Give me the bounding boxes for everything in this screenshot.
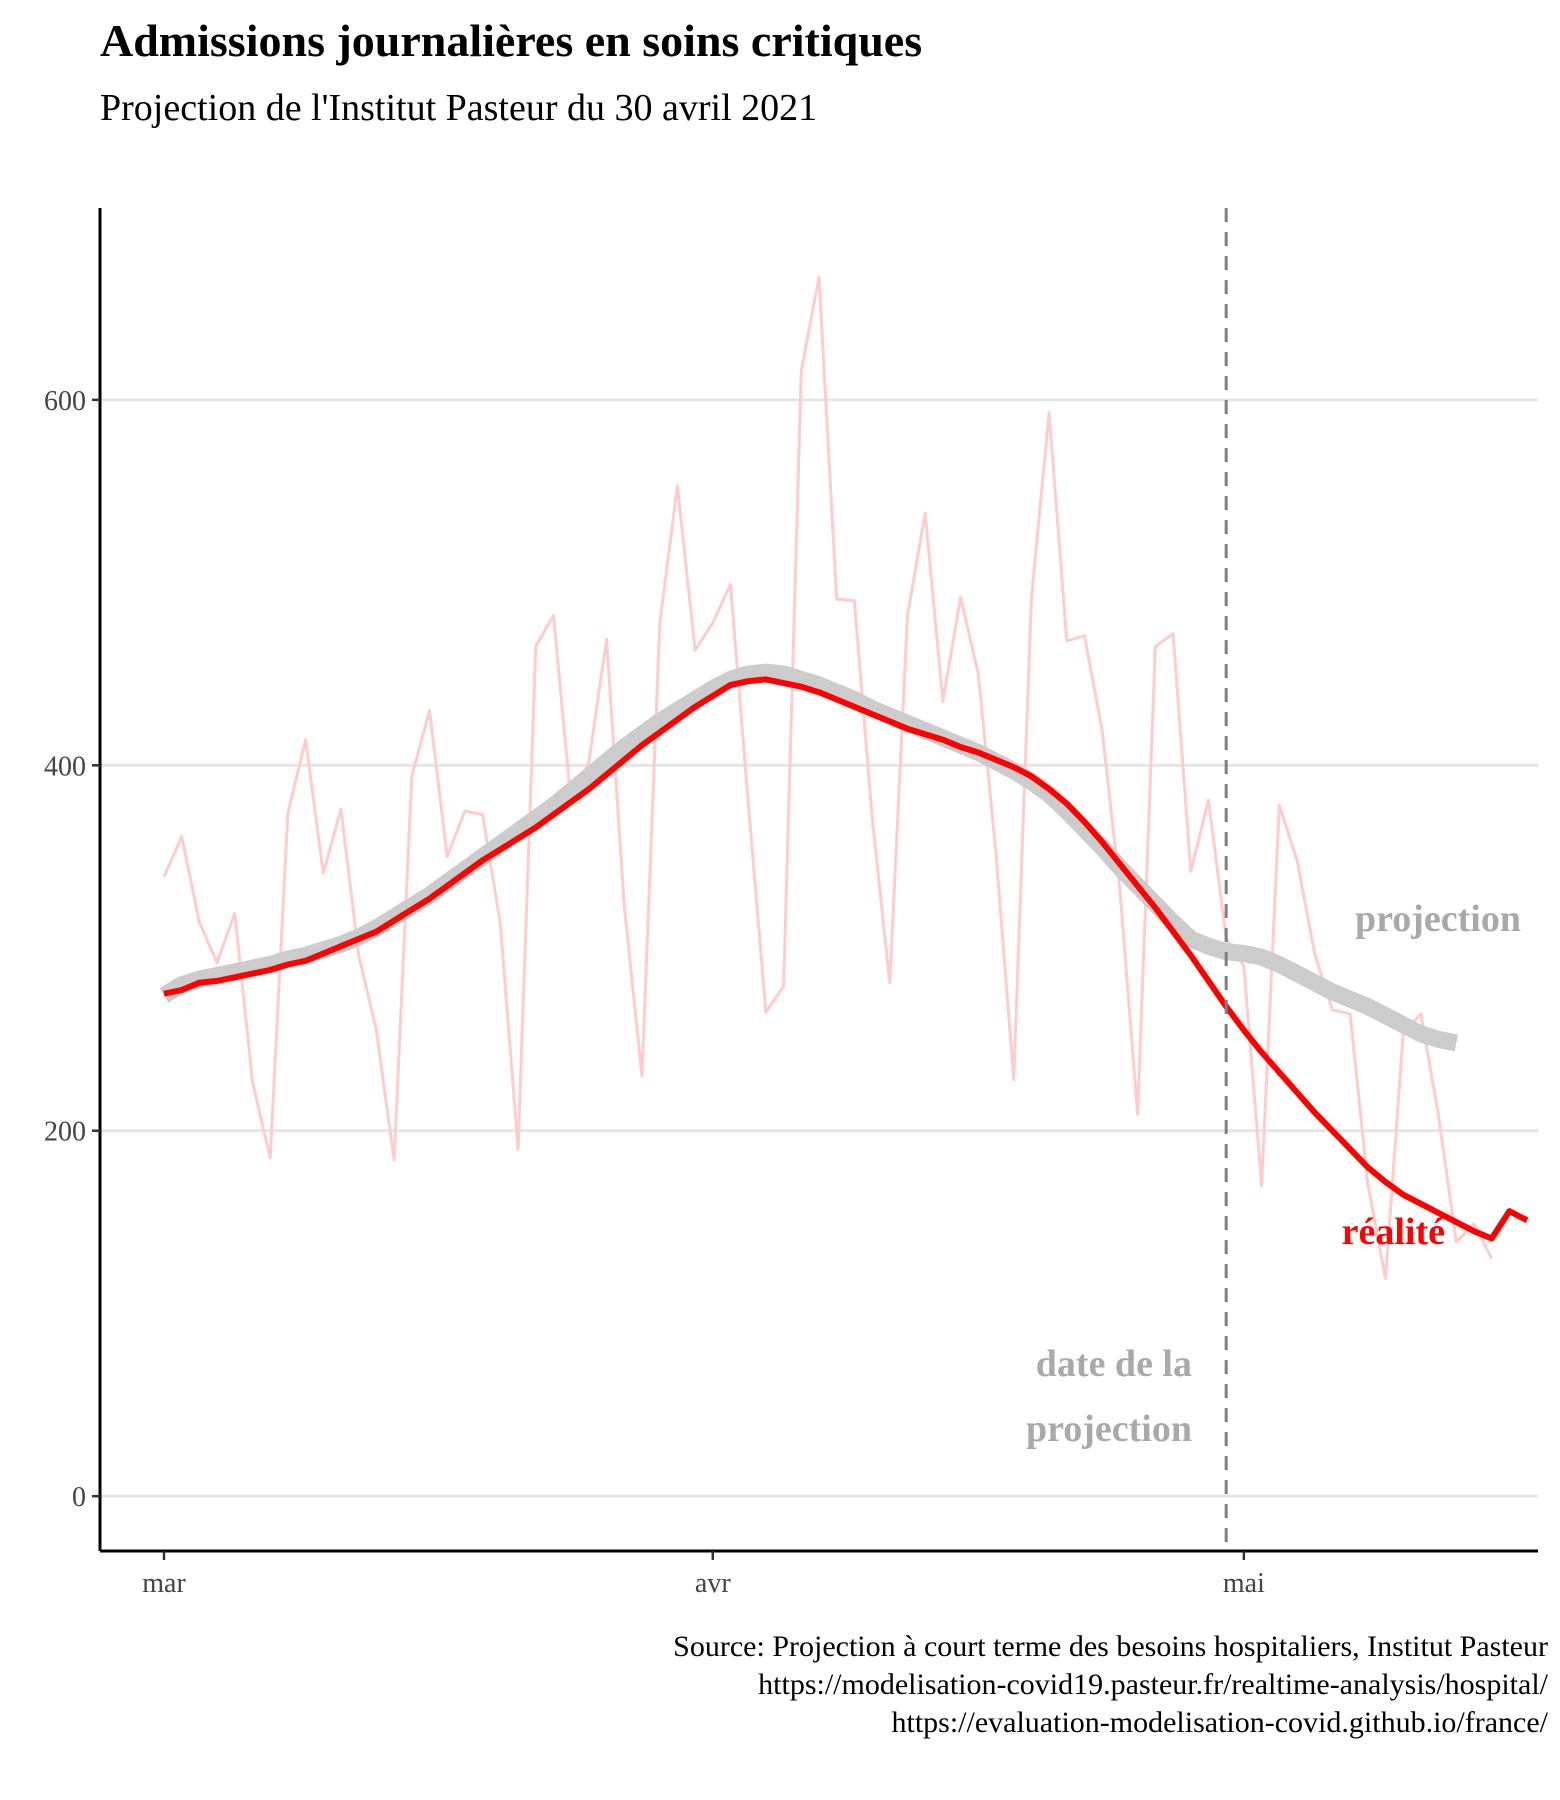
projection-date-label-line2: projection xyxy=(1026,1408,1192,1450)
caption-line-3: https://evaluation-modelisation-covid.gi… xyxy=(891,1706,1548,1739)
y-tick-label-200: 200 xyxy=(44,1117,86,1148)
y-tick-label-0: 0 xyxy=(72,1482,86,1513)
smoothed-line xyxy=(163,676,1529,1242)
x-tick-label-mar: mar xyxy=(142,1568,186,1599)
realite-label: réalité xyxy=(1342,1211,1445,1253)
gridlines xyxy=(100,398,1538,1498)
y-ticks: 0 200 400 600 xyxy=(44,386,100,1513)
realite-series xyxy=(163,676,1529,1242)
daily-series xyxy=(162,275,1494,1281)
source-caption: Source: Projection à court terme des bes… xyxy=(673,1628,1548,1742)
annotations: projection réalité date de la projection xyxy=(1026,898,1521,1450)
x-ticks: mar avr mai xyxy=(142,1551,1265,1599)
caption-line-1: Source: Projection à court terme des bes… xyxy=(673,1630,1548,1663)
caption-line-2: https://modelisation-covid19.pasteur.fr/… xyxy=(758,1668,1548,1701)
y-tick-label-400: 400 xyxy=(44,751,86,782)
x-tick-label-mai: mai xyxy=(1223,1568,1265,1599)
y-tick-label-600: 600 xyxy=(44,386,86,417)
chart-title: Admissions journalières en soins critiqu… xyxy=(100,15,923,66)
x-tick-label-avr: avr xyxy=(695,1568,731,1599)
daily-line xyxy=(162,275,1494,1281)
projection-series xyxy=(159,663,1458,1052)
projection-label: projection xyxy=(1355,898,1521,940)
chart-area: 0 200 400 600 mar avr mai projection réalité … xyxy=(44,208,1538,1599)
projection-date-label-line1: date de la xyxy=(1036,1343,1192,1385)
projection-line xyxy=(159,663,1458,1052)
axes xyxy=(98,208,1538,1553)
chart-subtitle: Projection de l'Institut Pasteur du 30 a… xyxy=(100,87,818,129)
